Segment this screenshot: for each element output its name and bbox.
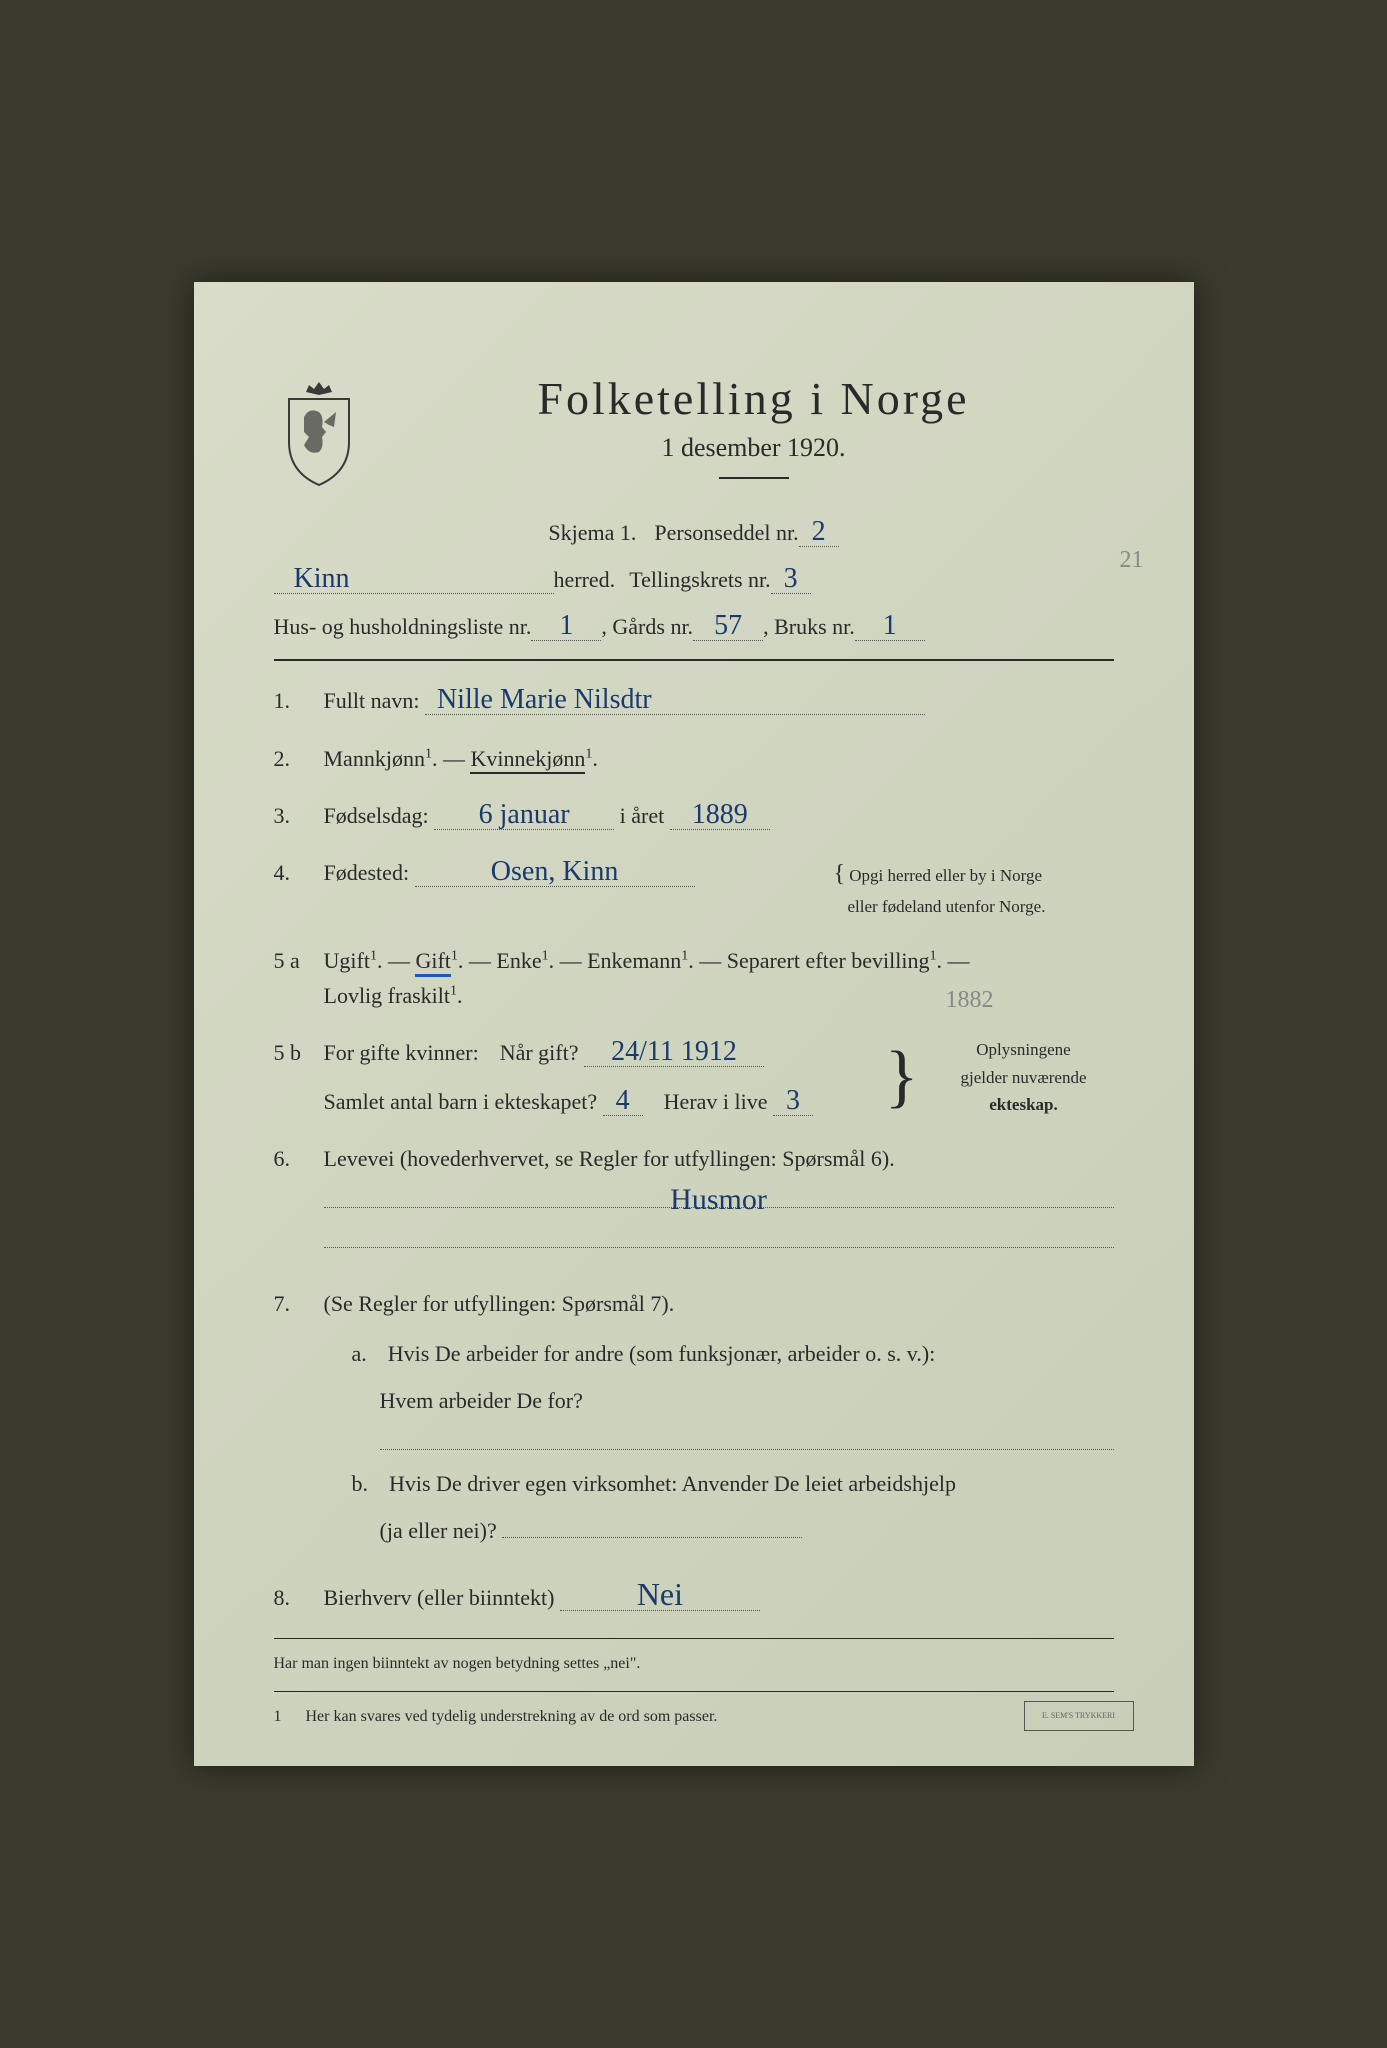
main-title: Folketelling i Norge	[394, 372, 1114, 425]
footnote-rule-1	[274, 1638, 1114, 1639]
question-7: 7. (Se Regler for utfyllingen: Spørsmål …	[274, 1286, 1114, 1556]
q5a-enkemann: Enkemann	[587, 948, 681, 973]
q7-label: (Se Regler for utfyllingen: Spørsmål 7).	[324, 1291, 675, 1316]
q5b-alive: 3	[773, 1087, 813, 1116]
q5a-fraskilt: Lovlig fraskilt	[324, 983, 450, 1008]
q5a-ugift: Ugift	[324, 948, 370, 973]
question-8: 8. Bierhverv (eller biinntekt) Nei	[274, 1578, 1114, 1615]
q7b-label: b.	[352, 1471, 369, 1496]
document-header: Folketelling i Norge 1 desember 1920.	[274, 372, 1114, 493]
q7b-text1: Hvis De driver egen virksomhet: Anvender…	[389, 1471, 956, 1496]
q7a-label: a.	[352, 1341, 367, 1366]
bruks-nr: 1	[855, 612, 925, 641]
q5b-when: 24/11 1912	[584, 1038, 764, 1067]
herred-label: herred.	[554, 567, 616, 593]
q4-num: 4.	[274, 855, 324, 890]
q4-label: Fødested:	[324, 860, 410, 885]
q4-value: Osen, Kinn	[415, 858, 695, 887]
q5a-enke: Enke	[496, 948, 541, 973]
q7a-text2: Hvem arbeider De for?	[380, 1388, 583, 1413]
tellingskrets-nr: 3	[771, 565, 811, 594]
q5b-label1: For gifte kvinner:	[324, 1040, 479, 1065]
q7-num: 7.	[274, 1286, 324, 1321]
question-5b: 5 b For gifte kvinner: Når gift? 24/11 1…	[274, 1035, 1114, 1119]
q4-note2: eller fødeland utenfor Norge.	[848, 897, 1046, 916]
q1-num: 1.	[274, 683, 324, 718]
title-divider	[719, 477, 789, 479]
q5b-label4: Herav i live	[664, 1089, 768, 1114]
herred-line: Kinn herred. Tellingskrets nr. 3 21	[274, 565, 1114, 594]
q3-label: Fødselsdag:	[324, 803, 429, 828]
gards-label: , Gårds nr.	[601, 614, 693, 640]
question-2: 2. Mannkjønn1. — Kvinnekjønn1.	[274, 741, 1114, 776]
question-3: 3. Fødselsdag: 6 januar i året 1889	[274, 798, 1114, 833]
question-4: 4. Fødested: Osen, Kinn { Opgi herred el…	[274, 855, 1114, 921]
q5a-separert: Separert efter bevilling	[727, 948, 930, 973]
husliste-line: Hus- og husholdningsliste nr. 1 , Gårds …	[274, 612, 1114, 641]
q8-num: 8.	[274, 1580, 324, 1615]
header-rule	[274, 659, 1114, 661]
bruks-label: , Bruks nr.	[763, 614, 855, 640]
husliste-label: Hus- og husholdningsliste nr.	[274, 614, 532, 640]
question-5a: 5 a Ugift1. — Gift1. — Enke1. — Enkemann…	[274, 943, 1114, 1013]
bracket-icon: }	[885, 1049, 919, 1105]
q5a-gift: Gift	[415, 948, 450, 977]
q3-year-label: i året	[620, 803, 665, 828]
q5b-num: 5 b	[274, 1035, 324, 1070]
subtitle: 1 desember 1920.	[394, 433, 1114, 463]
q3-num: 3.	[274, 798, 324, 833]
q5b-label2: Når gift?	[500, 1040, 579, 1065]
footnote-1: Har man ingen biinntekt av nogen betydni…	[274, 1655, 1114, 1673]
q3-year: 1889	[670, 801, 770, 830]
q6-num: 6.	[274, 1141, 324, 1176]
census-document: Folketelling i Norge 1 desember 1920. Sk…	[194, 282, 1194, 1765]
q5b-label3: Samlet antal barn i ekteskapet?	[324, 1089, 598, 1114]
personseddel-label: Personseddel nr.	[654, 520, 798, 546]
tellingskrets-pencil: 21	[1120, 547, 1144, 574]
q7b-text2: (ja eller nei)?	[380, 1518, 497, 1543]
q2-kvinne: Kvinnekjønn	[470, 746, 585, 774]
q8-value: Nei	[560, 1578, 760, 1611]
q6-value: Husmor	[664, 1185, 773, 1215]
q8-label: Bierhverv (eller biinntekt)	[324, 1585, 555, 1610]
q5a-pencil: 1882	[946, 981, 994, 1019]
printer-stamp: E. SEM'S TRYKKERI	[1024, 1701, 1134, 1731]
skjema-label: Skjema 1.	[548, 520, 636, 546]
question-6: 6. Levevei (hovederhvervet, se Regler fo…	[274, 1141, 1114, 1264]
footnote-rule-2	[274, 1691, 1114, 1692]
q2-mann: Mannkjønn	[324, 746, 425, 771]
q1-label: Fullt navn:	[324, 688, 420, 713]
q5b-total: 4	[603, 1087, 643, 1116]
husliste-nr: 1	[531, 612, 601, 641]
footnote-2: 1 Her kan svares ved tydelig understrekn…	[274, 1708, 1114, 1726]
q2-num: 2.	[274, 741, 324, 776]
q7a-text1: Hvis De arbeider for andre (som funksjon…	[388, 1341, 936, 1366]
question-1: 1. Fullt navn: Nille Marie Nilsdtr	[274, 683, 1114, 718]
coat-of-arms-icon	[274, 377, 364, 487]
gards-nr: 57	[693, 612, 763, 641]
q4-note1: Opgi herred eller by i Norge	[849, 866, 1042, 885]
personseddel-nr: 2	[799, 518, 839, 547]
q3-day: 6 januar	[434, 801, 614, 830]
title-section: Folketelling i Norge 1 desember 1920.	[394, 372, 1114, 493]
q5a-num: 5 a	[274, 943, 324, 978]
q1-value: Nille Marie Nilsdtr	[425, 686, 925, 715]
q6-label: Levevei (hovederhvervet, se Regler for u…	[324, 1146, 895, 1171]
skjema-line: Skjema 1. Personseddel nr. 2	[274, 518, 1114, 547]
q5b-note: Oplysningene gjelder nuværende ekteskap.	[934, 1036, 1114, 1118]
tellingskrets-label: Tellingskrets nr.	[629, 567, 770, 593]
herred-value: Kinn	[274, 565, 554, 594]
